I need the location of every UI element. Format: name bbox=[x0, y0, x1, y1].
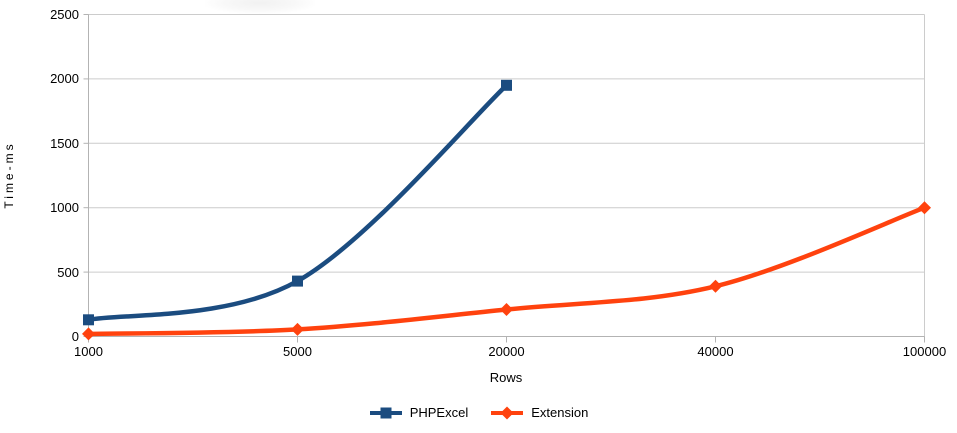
legend-label: Extension bbox=[531, 405, 589, 420]
y-tick-label: 0 bbox=[71, 329, 79, 344]
y-tick-label: 500 bbox=[57, 264, 79, 280]
x-tick-label: 40000 bbox=[697, 344, 734, 359]
phpexcel-marker bbox=[501, 79, 512, 91]
extension-marker bbox=[500, 303, 513, 316]
phpexcel-swatch-icon bbox=[369, 407, 402, 418]
y-axis-title: Time-ms bbox=[2, 141, 16, 209]
extension-marker bbox=[918, 201, 931, 215]
phpexcel-marker bbox=[83, 314, 94, 326]
x-tick-label: 100000 bbox=[902, 344, 947, 359]
legend: PHPExcel Extension bbox=[0, 405, 957, 420]
y-tick-label: 1000 bbox=[50, 200, 79, 216]
legend-label: PHPExcel bbox=[409, 405, 469, 420]
x-tick-label: 1000 bbox=[74, 344, 103, 359]
y-tick-label: 2000 bbox=[50, 71, 79, 87]
x-tick-label: 20000 bbox=[488, 344, 525, 359]
extension-marker bbox=[709, 279, 722, 293]
phpexcel-marker bbox=[292, 275, 303, 287]
y-tick-label: 1500 bbox=[50, 135, 79, 151]
extension-swatch-icon bbox=[491, 406, 524, 419]
x-axis-title: Rows bbox=[489, 370, 523, 385]
x-tick-label: 5000 bbox=[283, 344, 312, 359]
extension-marker bbox=[82, 327, 95, 341]
extension-marker bbox=[291, 322, 304, 336]
legend-item-phpexcel: PHPExcel bbox=[369, 405, 469, 420]
y-tick-label: 2500 bbox=[50, 7, 79, 22]
legend-item-extension: Extension bbox=[490, 405, 588, 420]
phpexcel-line bbox=[86, 83, 509, 323]
